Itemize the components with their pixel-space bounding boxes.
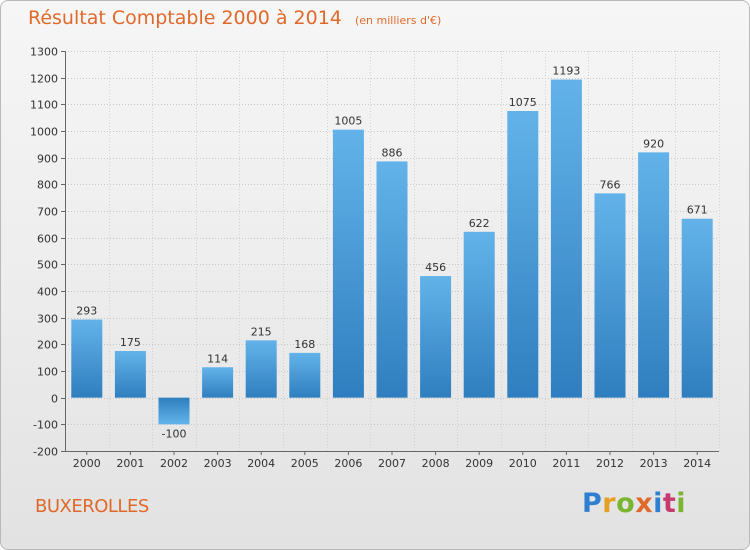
grid-lines (65, 51, 720, 452)
x-tick-label: 2000 (73, 457, 101, 470)
y-tick-label: 1100 (30, 99, 58, 112)
bar (71, 319, 103, 398)
bar (332, 129, 364, 398)
axes: -200 -100 0 100 200 300 400 500 600 700 800 900 1000… (30, 46, 719, 470)
bar-value-label: 1005 (334, 115, 362, 128)
bar-value-label: 622 (469, 217, 490, 230)
chart-title: Résultat Comptable 2000 à 2014 (28, 7, 342, 29)
y-tick-label: 600 (37, 233, 58, 246)
bar (420, 276, 452, 398)
x-tick-label: 2006 (334, 457, 362, 470)
bar-value-label: 215 (251, 325, 272, 338)
x-tick-label: 2004 (247, 457, 275, 470)
commune-name: BUXEROLLES (35, 496, 149, 517)
bar (638, 152, 670, 398)
y-tick-label: -200 (33, 446, 58, 459)
bar-value-label: 920 (643, 137, 664, 150)
bar-value-label: -100 (162, 427, 187, 440)
bar (681, 218, 713, 398)
x-tick-label: 2008 (422, 457, 450, 470)
y-tick-label: 800 (37, 179, 58, 192)
bar-value-label: 1193 (552, 65, 580, 78)
x-tick-label: 2010 (509, 457, 537, 470)
bar (550, 79, 582, 398)
bar (114, 351, 146, 398)
bar-value-label: 114 (207, 352, 228, 365)
y-tick-label: 1300 (30, 46, 58, 59)
y-tick-label: 400 (37, 286, 58, 299)
data-labels: 293 175 -100 114 215 168 1005 886 456 622 1075 1193… (76, 65, 707, 441)
bar (202, 367, 234, 398)
bar (463, 231, 495, 398)
bar-value-label: 293 (76, 305, 97, 318)
x-tick-label: 2007 (378, 457, 406, 470)
bar (507, 111, 539, 398)
y-tick-label: 200 (37, 339, 58, 352)
x-tick-label: 2013 (640, 457, 668, 470)
bar-value-label: 175 (120, 336, 141, 349)
bar-value-label: 168 (294, 338, 315, 351)
x-tick-label: 2012 (596, 457, 624, 470)
y-tick-label: 1200 (30, 73, 58, 86)
proxiti-logo: Proxiti (582, 488, 687, 519)
x-tick-label: 2005 (291, 457, 319, 470)
x-tick-label: 2001 (116, 457, 144, 470)
bar (594, 193, 626, 398)
bar (289, 352, 321, 398)
y-tick-label: -100 (33, 419, 58, 432)
x-tick-label: 2014 (683, 457, 711, 470)
bar (245, 340, 277, 398)
y-tick-label: 900 (37, 153, 58, 166)
y-tick-label: 300 (37, 313, 58, 326)
x-tick-label: 2011 (552, 457, 580, 470)
chart-title-row: Résultat Comptable 2000 à 2014 (en milli… (28, 7, 441, 29)
bars (71, 79, 713, 425)
bar-value-label: 886 (382, 146, 403, 159)
y-tick-label: 700 (37, 206, 58, 219)
bar (158, 397, 190, 425)
x-tick-label: 2009 (465, 457, 493, 470)
bar (376, 161, 408, 398)
bar-value-label: 671 (687, 204, 708, 217)
bar-value-label: 766 (600, 178, 621, 191)
x-tick-label: 2003 (204, 457, 232, 470)
chart-unit: (en milliers d'€) (354, 14, 442, 27)
y-tick-label: 0 (51, 393, 58, 406)
x-tick-label: 2002 (160, 457, 188, 470)
bar-value-label: 1075 (509, 96, 537, 109)
y-tick-label: 1000 (30, 126, 58, 139)
y-tick-label: 500 (37, 259, 58, 272)
y-tick-label: 100 (37, 366, 58, 379)
bar-value-label: 456 (425, 261, 446, 274)
